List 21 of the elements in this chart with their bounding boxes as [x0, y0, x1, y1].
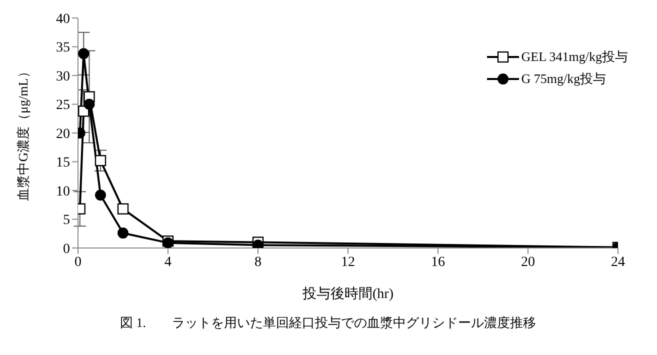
x-axis-title: 投与後時間(hr)	[302, 286, 394, 302]
y-tick-label: 30	[56, 69, 70, 84]
x-tick-label: 8	[254, 254, 262, 270]
y-tick-label: 15	[56, 156, 70, 171]
x-tick-label: 16	[431, 254, 445, 270]
x-tick-label: 20	[521, 254, 535, 270]
legend-label: GEL 341mg/kg投与	[521, 48, 628, 66]
y-axis-title: 血漿中G濃度（μg/mL）	[16, 65, 31, 201]
y-tick-label: 40	[56, 12, 70, 27]
y-tick-label: 5	[63, 213, 70, 228]
x-tick-label: 0	[74, 254, 82, 270]
y-tick-label: 25	[56, 98, 70, 114]
y-tick-label: 0	[63, 242, 70, 257]
x-tick-label: 12	[341, 254, 355, 270]
y-tick-label: 20	[56, 126, 70, 142]
x-tick-label: 24	[611, 254, 625, 270]
y-tick-label: 10	[56, 184, 70, 200]
caption: 図 1. ラットを用いた単回経口投与での血漿中グリシドール濃度推移	[119, 314, 537, 332]
legend-label: G 75mg/kg投与	[521, 70, 606, 88]
y-tick-label: 35	[56, 40, 70, 56]
x-tick-label: 4	[164, 254, 172, 270]
